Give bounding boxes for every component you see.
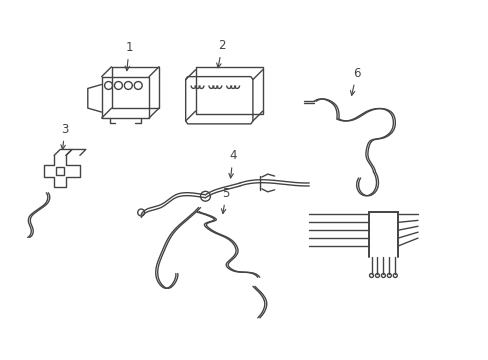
Text: 3: 3 <box>61 123 69 149</box>
Text: 4: 4 <box>228 149 236 178</box>
Text: 5: 5 <box>221 187 229 213</box>
Text: 6: 6 <box>350 67 360 95</box>
Text: 2: 2 <box>216 39 225 68</box>
Bar <box>56 167 64 175</box>
Text: 1: 1 <box>125 41 133 71</box>
